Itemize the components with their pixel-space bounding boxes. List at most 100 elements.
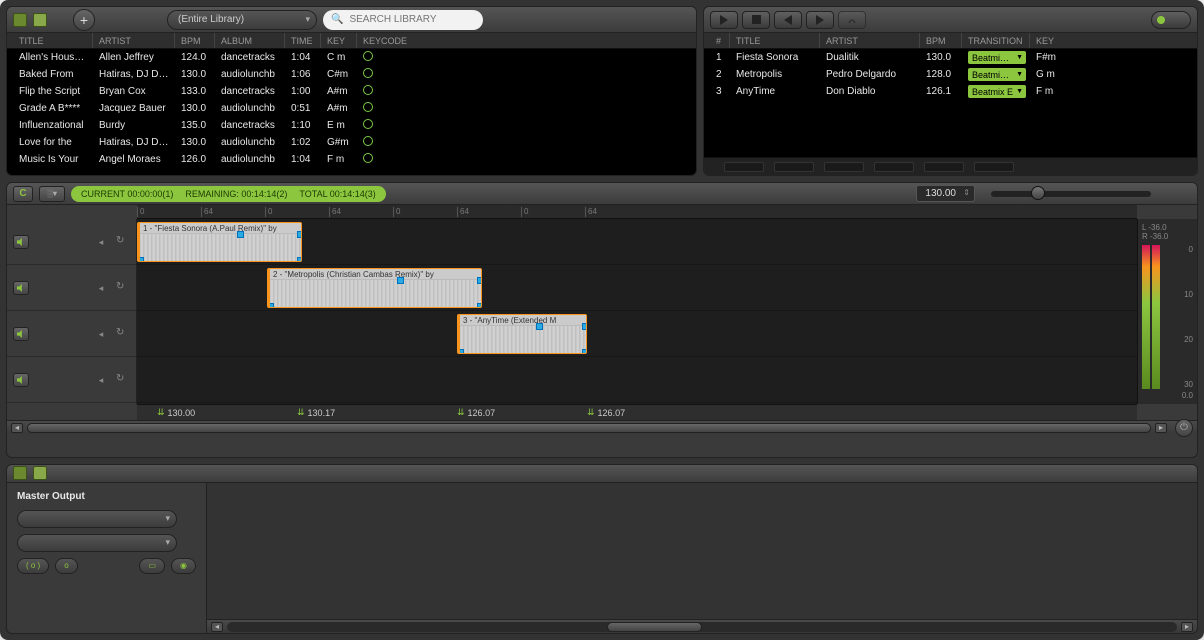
clip-handle[interactable] xyxy=(582,323,587,330)
track-speaker-icon[interactable] xyxy=(13,327,29,341)
scroll-track[interactable] xyxy=(27,423,1151,433)
col-time[interactable]: TIME xyxy=(285,33,321,48)
clip-handle[interactable] xyxy=(267,303,274,308)
qcol-num[interactable]: # xyxy=(710,33,730,48)
library-view-icon-1[interactable] xyxy=(13,13,27,27)
track-left-arrow[interactable]: ◂ xyxy=(96,329,106,339)
tempo-marker[interactable]: ⇊ 126.07 xyxy=(457,407,495,418)
library-row[interactable]: InfluenzationalBurdy135.0dancetracks1:10… xyxy=(7,117,696,134)
scroll-right-arrow[interactable]: ▸ xyxy=(1155,423,1167,433)
transition-dropdown[interactable]: Beatmi… xyxy=(968,68,1026,81)
clip-handle[interactable] xyxy=(536,323,543,330)
qcol-artist[interactable]: ARTIST xyxy=(820,33,920,48)
queue-slot[interactable] xyxy=(974,162,1014,172)
library-row[interactable]: Allen's House ofAllen Jeffrey124.0dancet… xyxy=(7,49,696,66)
audio-clip[interactable]: 2 - "Metropolis (Christian Cambas Remix)… xyxy=(267,268,482,308)
track-speaker-icon[interactable] xyxy=(13,235,29,249)
scroll-track[interactable] xyxy=(227,622,1177,632)
col-key[interactable]: KEY xyxy=(321,33,357,48)
scroll-right-arrow[interactable]: ▸ xyxy=(1181,622,1193,632)
col-keycode[interactable]: KEYCODE xyxy=(357,33,690,48)
scroll-left-arrow[interactable]: ◂ xyxy=(11,423,23,433)
audio-clip[interactable]: 1 - "Fiesta Sonora (A.Paul Remix)" by xyxy=(137,222,302,262)
track-loop-icon[interactable]: ↻ xyxy=(116,281,130,295)
col-artist[interactable]: ARTIST xyxy=(93,33,175,48)
col-bpm[interactable]: BPM xyxy=(175,33,215,48)
track-left-arrow[interactable]: ◂ xyxy=(96,375,106,385)
queue-toggle[interactable] xyxy=(1151,11,1191,29)
clip-handle[interactable] xyxy=(477,303,482,308)
queue-slot[interactable] xyxy=(824,162,864,172)
zoom-knob[interactable] xyxy=(1031,186,1045,200)
queue-slot[interactable] xyxy=(724,162,764,172)
tempo-marker[interactable]: ⇊ 126.07 xyxy=(587,407,625,418)
col-album[interactable]: ALBUM xyxy=(215,33,285,48)
clip-handle[interactable] xyxy=(397,277,404,284)
library-row[interactable]: Baked FromHatiras, DJ Dan,130.0audiolunc… xyxy=(7,66,696,83)
clips-area[interactable]: 1 - "Fiesta Sonora (A.Paul Remix)" by 2 -… xyxy=(137,219,1137,404)
queue-slot[interactable] xyxy=(774,162,814,172)
qcol-transition[interactable]: TRANSITION xyxy=(962,33,1030,48)
next-button[interactable] xyxy=(806,11,834,29)
queue-row[interactable]: 3AnyTimeDon Diablo126.1Beatmix EF m xyxy=(704,83,1197,100)
mic-button[interactable] xyxy=(838,11,866,29)
qcol-key[interactable]: KEY xyxy=(1030,33,1191,48)
track-loop-icon[interactable]: ↻ xyxy=(116,373,130,387)
library-row[interactable]: Flip the ScriptBryan Cox133.0dancetracks… xyxy=(7,83,696,100)
queue-slot[interactable] xyxy=(874,162,914,172)
grid-button[interactable]: ░▾ xyxy=(39,186,65,202)
search-box[interactable]: 🔍 xyxy=(323,10,483,30)
audio-clip[interactable]: 3 - "AnyTime (Extended M xyxy=(457,314,587,354)
clip-handle[interactable] xyxy=(582,349,587,354)
library-scope-dropdown[interactable]: (Entire Library) xyxy=(167,10,317,30)
master-view-icon-2[interactable] xyxy=(33,466,47,480)
scroll-left-arrow[interactable]: ◂ xyxy=(211,622,223,632)
power-button[interactable]: ⏻ xyxy=(1175,419,1193,437)
library-row[interactable]: Love for theHatiras, DJ Dan,130.0audiolu… xyxy=(7,134,696,151)
play-button[interactable] xyxy=(710,11,738,29)
master-view-icon-1[interactable] xyxy=(13,466,27,480)
top-row: + (Entire Library) 🔍 TITLE ARTIST BPM AL… xyxy=(6,6,1198,176)
track-speaker-icon[interactable] xyxy=(13,281,29,295)
queue-row[interactable]: 2MetropolisPedro Delgardo128.0Beatmi…G m xyxy=(704,66,1197,83)
timeline-ruler[interactable]: 064064064064 xyxy=(137,205,1137,219)
queue-row[interactable]: 1Fiesta SonoraDualitik130.0Beatmi…F#m xyxy=(704,49,1197,66)
track-loop-icon[interactable]: ↻ xyxy=(116,327,130,341)
tempo-marker[interactable]: ⇊ 130.00 xyxy=(157,407,195,418)
zoom-slider[interactable] xyxy=(991,191,1151,197)
clip-handle[interactable] xyxy=(297,257,302,262)
scroll-thumb[interactable] xyxy=(607,622,702,632)
master-btn-3[interactable]: ▭ xyxy=(139,558,165,574)
master-btn-2[interactable]: o xyxy=(55,558,77,574)
track-speaker-icon[interactable] xyxy=(13,373,29,387)
master-output-dropdown-2[interactable] xyxy=(17,534,177,552)
track-left-arrow[interactable]: ◂ xyxy=(96,237,106,247)
transition-dropdown[interactable]: Beatmi… xyxy=(968,51,1026,64)
master-output-dropdown-1[interactable] xyxy=(17,510,177,528)
qcol-bpm[interactable]: BPM xyxy=(920,33,962,48)
master-btn-1[interactable]: ( o ) xyxy=(17,558,49,574)
clip-handle[interactable] xyxy=(477,277,482,284)
search-input[interactable] xyxy=(349,14,475,25)
library-row[interactable]: Grade A B****Jacquez Bauer130.0audiolunc… xyxy=(7,100,696,117)
clip-handle[interactable] xyxy=(297,231,302,238)
col-title[interactable]: TITLE xyxy=(13,33,93,48)
scroll-thumb[interactable] xyxy=(27,423,1151,433)
clip-handle[interactable] xyxy=(137,257,144,262)
bpm-field[interactable]: 130.00 xyxy=(916,185,975,202)
stop-button[interactable] xyxy=(742,11,770,29)
track-left-arrow[interactable]: ◂ xyxy=(96,283,106,293)
clip-handle[interactable] xyxy=(237,231,244,238)
tempo-marker[interactable]: ⇊ 130.17 xyxy=(297,407,335,418)
library-view-icon-2[interactable] xyxy=(33,13,47,27)
snap-button[interactable]: C xyxy=(13,186,33,202)
queue-slot[interactable] xyxy=(924,162,964,172)
add-button[interactable]: + xyxy=(73,9,95,31)
library-row[interactable]: Music Is YourAngel Moraes126.0audiolunch… xyxy=(7,151,696,168)
track-loop-icon[interactable]: ↻ xyxy=(116,235,130,249)
transition-dropdown[interactable]: Beatmix E xyxy=(968,85,1026,98)
prev-button[interactable] xyxy=(774,11,802,29)
master-btn-4[interactable]: ◉ xyxy=(171,558,196,574)
qcol-title[interactable]: TITLE xyxy=(730,33,820,48)
clip-handle[interactable] xyxy=(457,349,464,354)
